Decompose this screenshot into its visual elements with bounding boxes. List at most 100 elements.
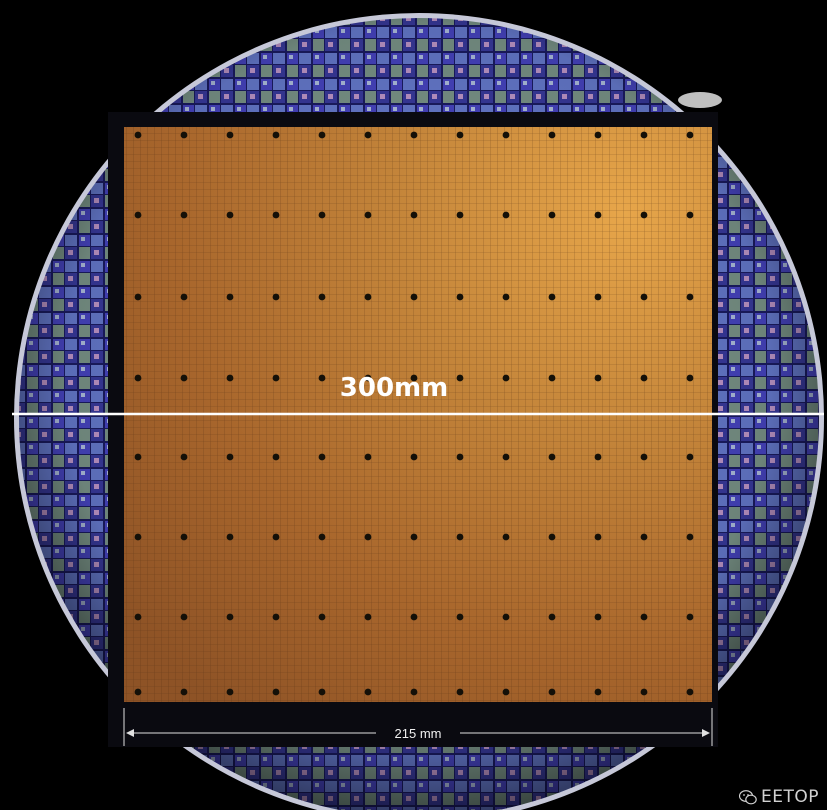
mounting-hole [410, 131, 418, 139]
mounting-hole [548, 613, 556, 621]
mounting-hole [272, 211, 280, 219]
mounting-hole [548, 533, 556, 541]
mounting-hole [226, 533, 234, 541]
chip-width-measure: 215 mm [123, 708, 713, 746]
mounting-hole [226, 453, 234, 461]
mounting-hole [410, 374, 418, 382]
mounting-holes [134, 131, 694, 696]
wafer-diameter-measure: 300mm [12, 373, 824, 416]
mounting-hole [640, 131, 648, 139]
mounting-hole [134, 131, 142, 139]
wafer-diameter-label: 300mm [340, 373, 448, 403]
mounting-hole [456, 211, 464, 219]
mounting-hole [180, 688, 188, 696]
mounting-hole [686, 533, 694, 541]
mounting-hole [180, 131, 188, 139]
mounting-hole [226, 374, 234, 382]
mounting-hole [180, 533, 188, 541]
mounting-hole [272, 533, 280, 541]
mounting-hole [134, 613, 142, 621]
mounting-hole [594, 453, 602, 461]
mounting-hole [548, 131, 556, 139]
mounting-hole [318, 533, 326, 541]
mounting-hole [318, 453, 326, 461]
mounting-hole [272, 688, 280, 696]
mounting-hole [502, 453, 510, 461]
mounting-hole [410, 293, 418, 301]
mounting-hole [364, 688, 372, 696]
mounting-hole [456, 453, 464, 461]
mounting-hole [226, 688, 234, 696]
mounting-hole [502, 533, 510, 541]
mounting-hole [502, 211, 510, 219]
mounting-hole [686, 211, 694, 219]
mounting-hole [364, 211, 372, 219]
mounting-hole [318, 688, 326, 696]
mounting-hole [410, 613, 418, 621]
mounting-hole [180, 613, 188, 621]
mounting-hole [318, 211, 326, 219]
mounting-hole [548, 374, 556, 382]
mounting-hole [594, 533, 602, 541]
mounting-hole [594, 131, 602, 139]
mounting-hole [502, 293, 510, 301]
mounting-hole [594, 688, 602, 696]
mounting-hole [272, 374, 280, 382]
mounting-hole [134, 688, 142, 696]
mounting-hole [134, 374, 142, 382]
mounting-hole [226, 293, 234, 301]
mounting-hole [456, 533, 464, 541]
mounting-hole [272, 613, 280, 621]
mounting-hole [364, 131, 372, 139]
mounting-hole [548, 688, 556, 696]
mounting-hole [134, 533, 142, 541]
mounting-hole [548, 453, 556, 461]
mounting-hole [410, 211, 418, 219]
mounting-hole [318, 293, 326, 301]
mounting-hole [640, 533, 648, 541]
mounting-hole [226, 613, 234, 621]
mounting-hole [456, 688, 464, 696]
mounting-hole [134, 211, 142, 219]
mounting-hole [180, 293, 188, 301]
mounting-hole [640, 211, 648, 219]
mounting-hole [502, 688, 510, 696]
mounting-hole [594, 293, 602, 301]
mounting-hole [272, 453, 280, 461]
mounting-hole [410, 453, 418, 461]
mounting-hole [456, 613, 464, 621]
mounting-hole [502, 374, 510, 382]
mounting-hole [410, 533, 418, 541]
mounting-hole [456, 374, 464, 382]
mounting-hole [502, 131, 510, 139]
mounting-hole [226, 211, 234, 219]
mounting-hole [594, 374, 602, 382]
mounting-hole [640, 688, 648, 696]
mounting-hole [640, 293, 648, 301]
mounting-hole [594, 613, 602, 621]
mounting-hole [364, 374, 372, 382]
mounting-hole [180, 453, 188, 461]
mounting-hole [318, 613, 326, 621]
mounting-hole [272, 293, 280, 301]
mounting-hole [364, 293, 372, 301]
watermark: EETOP [739, 787, 819, 807]
mounting-hole [548, 293, 556, 301]
mounting-hole [456, 131, 464, 139]
mounting-hole [456, 293, 464, 301]
mounting-hole [594, 211, 602, 219]
mounting-hole [686, 453, 694, 461]
chip-width-label: 215 mm [395, 726, 442, 741]
watermark-text: EETOP [761, 787, 819, 807]
mounting-hole [640, 613, 648, 621]
mounting-hole [318, 131, 326, 139]
mounting-hole [686, 374, 694, 382]
mounting-hole [686, 131, 694, 139]
mounting-hole [640, 374, 648, 382]
mounting-hole [548, 211, 556, 219]
wechat-icon [739, 789, 757, 804]
mounting-hole [640, 453, 648, 461]
mounting-hole [364, 533, 372, 541]
mounting-hole [502, 613, 510, 621]
